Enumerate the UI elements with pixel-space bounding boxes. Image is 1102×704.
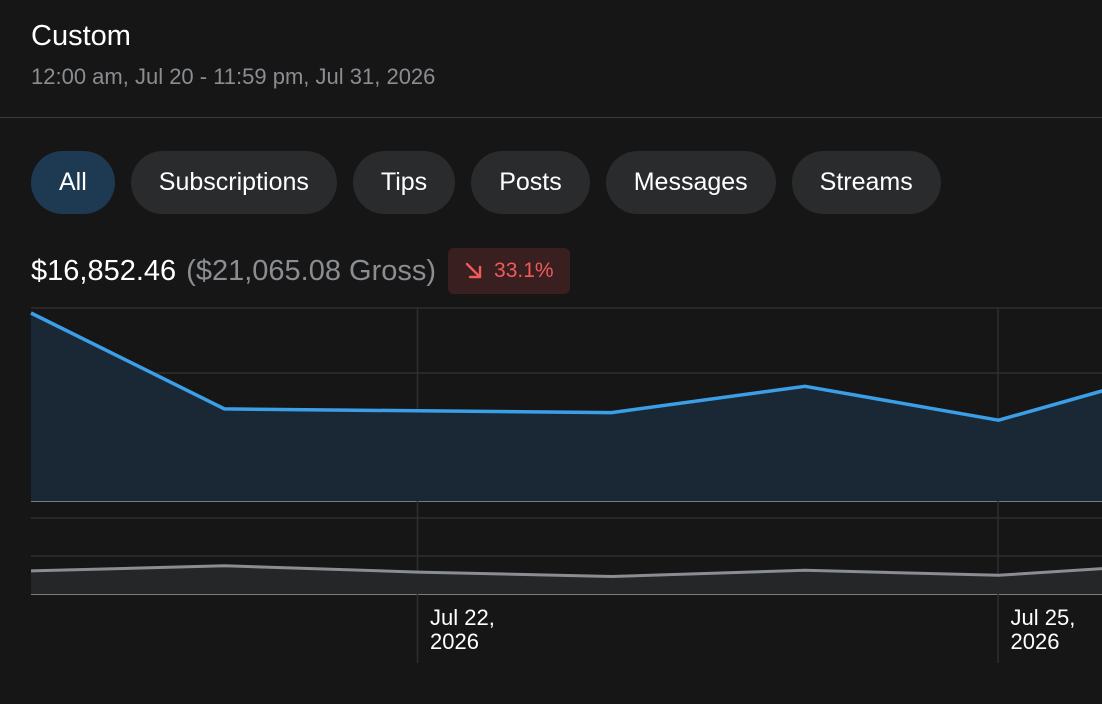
- secondary-series-line: [30, 564, 1102, 578]
- filter-chip-all[interactable]: All: [31, 151, 115, 214]
- filter-chip-subscriptions[interactable]: Subscriptions: [130, 151, 337, 214]
- change-badge: 33.1%: [448, 248, 570, 294]
- filter-chip-messages[interactable]: Messages: [605, 151, 776, 214]
- x-tick-label-line2: 2026: [430, 629, 479, 654]
- filter-chip-posts[interactable]: Posts: [471, 151, 590, 214]
- x-tick-label: Jul 25, 2026: [1011, 605, 1076, 654]
- main-series-line: [30, 311, 1102, 422]
- filter-chip-tips[interactable]: Tips: [352, 151, 456, 214]
- secondary-series-area: [31, 565, 1102, 594]
- page-title: Custom: [31, 20, 131, 52]
- earnings-summary: $16,852.46 ($21,065.08 Gross) 33.1%: [31, 248, 570, 294]
- date-range[interactable]: 12:00 am, Jul 20 - 11:59 pm, Jul 31, 202…: [31, 64, 436, 89]
- change-value: 33.1%: [494, 259, 554, 282]
- gross-earnings: ($21,065.08 Gross): [186, 254, 437, 287]
- x-tick-label-line1: Jul 22,: [430, 605, 495, 630]
- main-series-area: [31, 313, 1102, 501]
- x-tick-label-line1: Jul 25,: [1011, 605, 1076, 630]
- x-tick-label-line2: 2026: [1011, 629, 1060, 654]
- net-earnings: $16,852.46: [31, 254, 177, 287]
- arrow-down-right-icon: [465, 262, 482, 279]
- x-tick-label: Jul 22, 2026: [430, 605, 495, 654]
- filter-chip-streams[interactable]: Streams: [791, 151, 941, 214]
- page-header: Custom 12:00 am, Jul 20 - 11:59 pm, Jul …: [0, 0, 1102, 118]
- filter-chips: All Subscriptions Tips Posts Messages St…: [31, 151, 941, 214]
